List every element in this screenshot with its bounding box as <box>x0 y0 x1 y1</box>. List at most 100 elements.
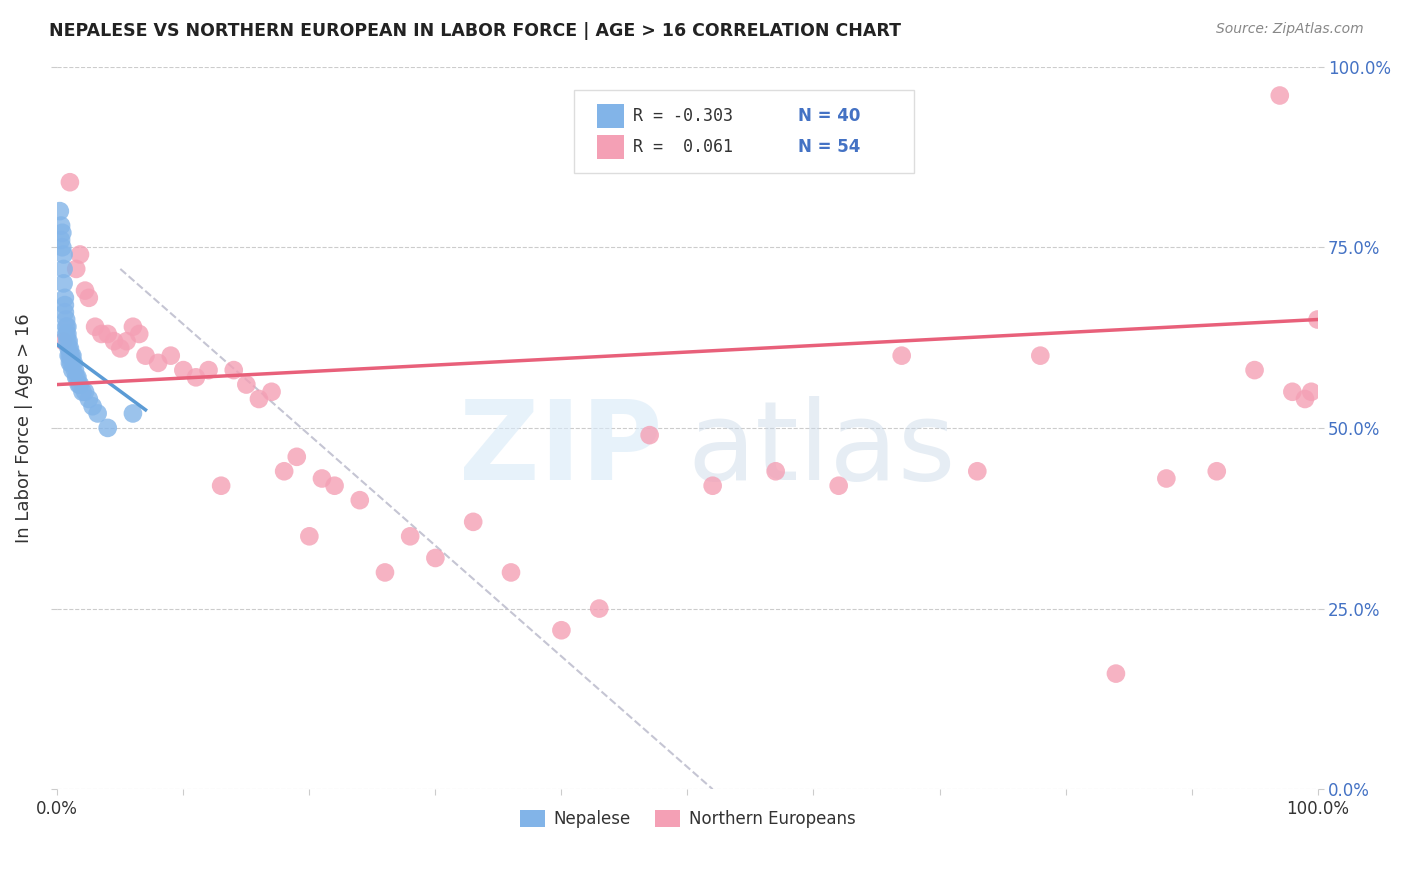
Point <box>115 334 138 349</box>
Text: atlas: atlas <box>688 396 956 503</box>
Point <box>235 377 257 392</box>
Point <box>55 326 77 341</box>
Point <box>298 529 321 543</box>
Point <box>197 363 219 377</box>
Point <box>1105 666 1128 681</box>
Point <box>222 363 245 377</box>
Point <box>60 349 83 363</box>
Point <box>58 349 80 363</box>
Point <box>69 247 91 261</box>
Point <box>1243 363 1265 377</box>
Point <box>59 175 82 189</box>
Point <box>273 464 295 478</box>
Point <box>58 334 80 349</box>
Point <box>51 240 73 254</box>
Point <box>765 464 787 478</box>
Point <box>65 261 87 276</box>
Point <box>260 384 283 399</box>
Point <box>59 349 82 363</box>
Point <box>966 464 988 478</box>
Point <box>97 421 120 435</box>
Point <box>122 319 145 334</box>
Point <box>172 363 194 377</box>
Point <box>184 370 207 384</box>
FancyBboxPatch shape <box>596 136 624 159</box>
Point <box>62 356 84 370</box>
Point <box>311 471 333 485</box>
Point <box>63 363 86 377</box>
Point <box>550 624 572 638</box>
Point <box>1306 312 1329 326</box>
Point <box>702 479 724 493</box>
Point <box>53 305 76 319</box>
Point <box>67 377 90 392</box>
Point <box>82 399 104 413</box>
Point <box>827 479 849 493</box>
Point <box>159 349 181 363</box>
Point <box>84 319 107 334</box>
Point <box>62 363 84 377</box>
Point <box>60 356 83 370</box>
Text: N = 40: N = 40 <box>799 107 860 125</box>
Point <box>65 370 87 384</box>
Text: R = -0.303: R = -0.303 <box>633 107 734 125</box>
Point <box>59 356 82 370</box>
Point <box>59 342 82 356</box>
Point <box>135 349 157 363</box>
Point <box>122 407 145 421</box>
Point <box>103 334 125 349</box>
Point <box>1156 471 1178 485</box>
Point <box>349 493 371 508</box>
Point <box>638 428 661 442</box>
Point <box>128 326 150 341</box>
Point <box>890 349 912 363</box>
Text: Source: ZipAtlas.com: Source: ZipAtlas.com <box>1216 22 1364 37</box>
Point <box>399 529 422 543</box>
Point <box>62 349 84 363</box>
Y-axis label: In Labor Force | Age > 16: In Labor Force | Age > 16 <box>15 313 32 542</box>
FancyBboxPatch shape <box>574 90 914 173</box>
Point <box>52 277 75 291</box>
Point <box>52 334 75 349</box>
Point <box>499 566 522 580</box>
Point <box>73 384 96 399</box>
Point <box>209 479 232 493</box>
Point <box>1281 384 1303 399</box>
Text: R =  0.061: R = 0.061 <box>633 137 734 156</box>
Point <box>53 291 76 305</box>
Point <box>56 334 79 349</box>
Point <box>77 392 100 406</box>
Point <box>247 392 270 406</box>
Point <box>110 342 132 356</box>
Point <box>55 319 77 334</box>
Point <box>73 284 96 298</box>
Point <box>1029 349 1052 363</box>
Point <box>463 515 485 529</box>
Point <box>56 319 79 334</box>
Point <box>374 566 396 580</box>
Point <box>52 247 75 261</box>
Point <box>1301 384 1323 399</box>
Point <box>53 298 76 312</box>
Point <box>285 450 308 464</box>
Point <box>86 407 108 421</box>
Text: N = 54: N = 54 <box>799 137 860 156</box>
Text: NEPALESE VS NORTHERN EUROPEAN IN LABOR FORCE | AGE > 16 CORRELATION CHART: NEPALESE VS NORTHERN EUROPEAN IN LABOR F… <box>49 22 901 40</box>
Point <box>323 479 346 493</box>
Point <box>72 384 94 399</box>
Point <box>1294 392 1316 406</box>
Point <box>49 233 72 247</box>
Point <box>69 377 91 392</box>
FancyBboxPatch shape <box>596 104 624 128</box>
Point <box>97 326 120 341</box>
Point <box>1205 464 1227 478</box>
Point <box>52 261 75 276</box>
Point <box>51 226 73 240</box>
Point <box>77 291 100 305</box>
Point <box>56 326 79 341</box>
Legend: Nepalese, Northern Europeans: Nepalese, Northern Europeans <box>513 804 862 835</box>
Point <box>588 601 610 615</box>
Point <box>146 356 169 370</box>
Point <box>425 551 447 566</box>
Point <box>55 312 77 326</box>
